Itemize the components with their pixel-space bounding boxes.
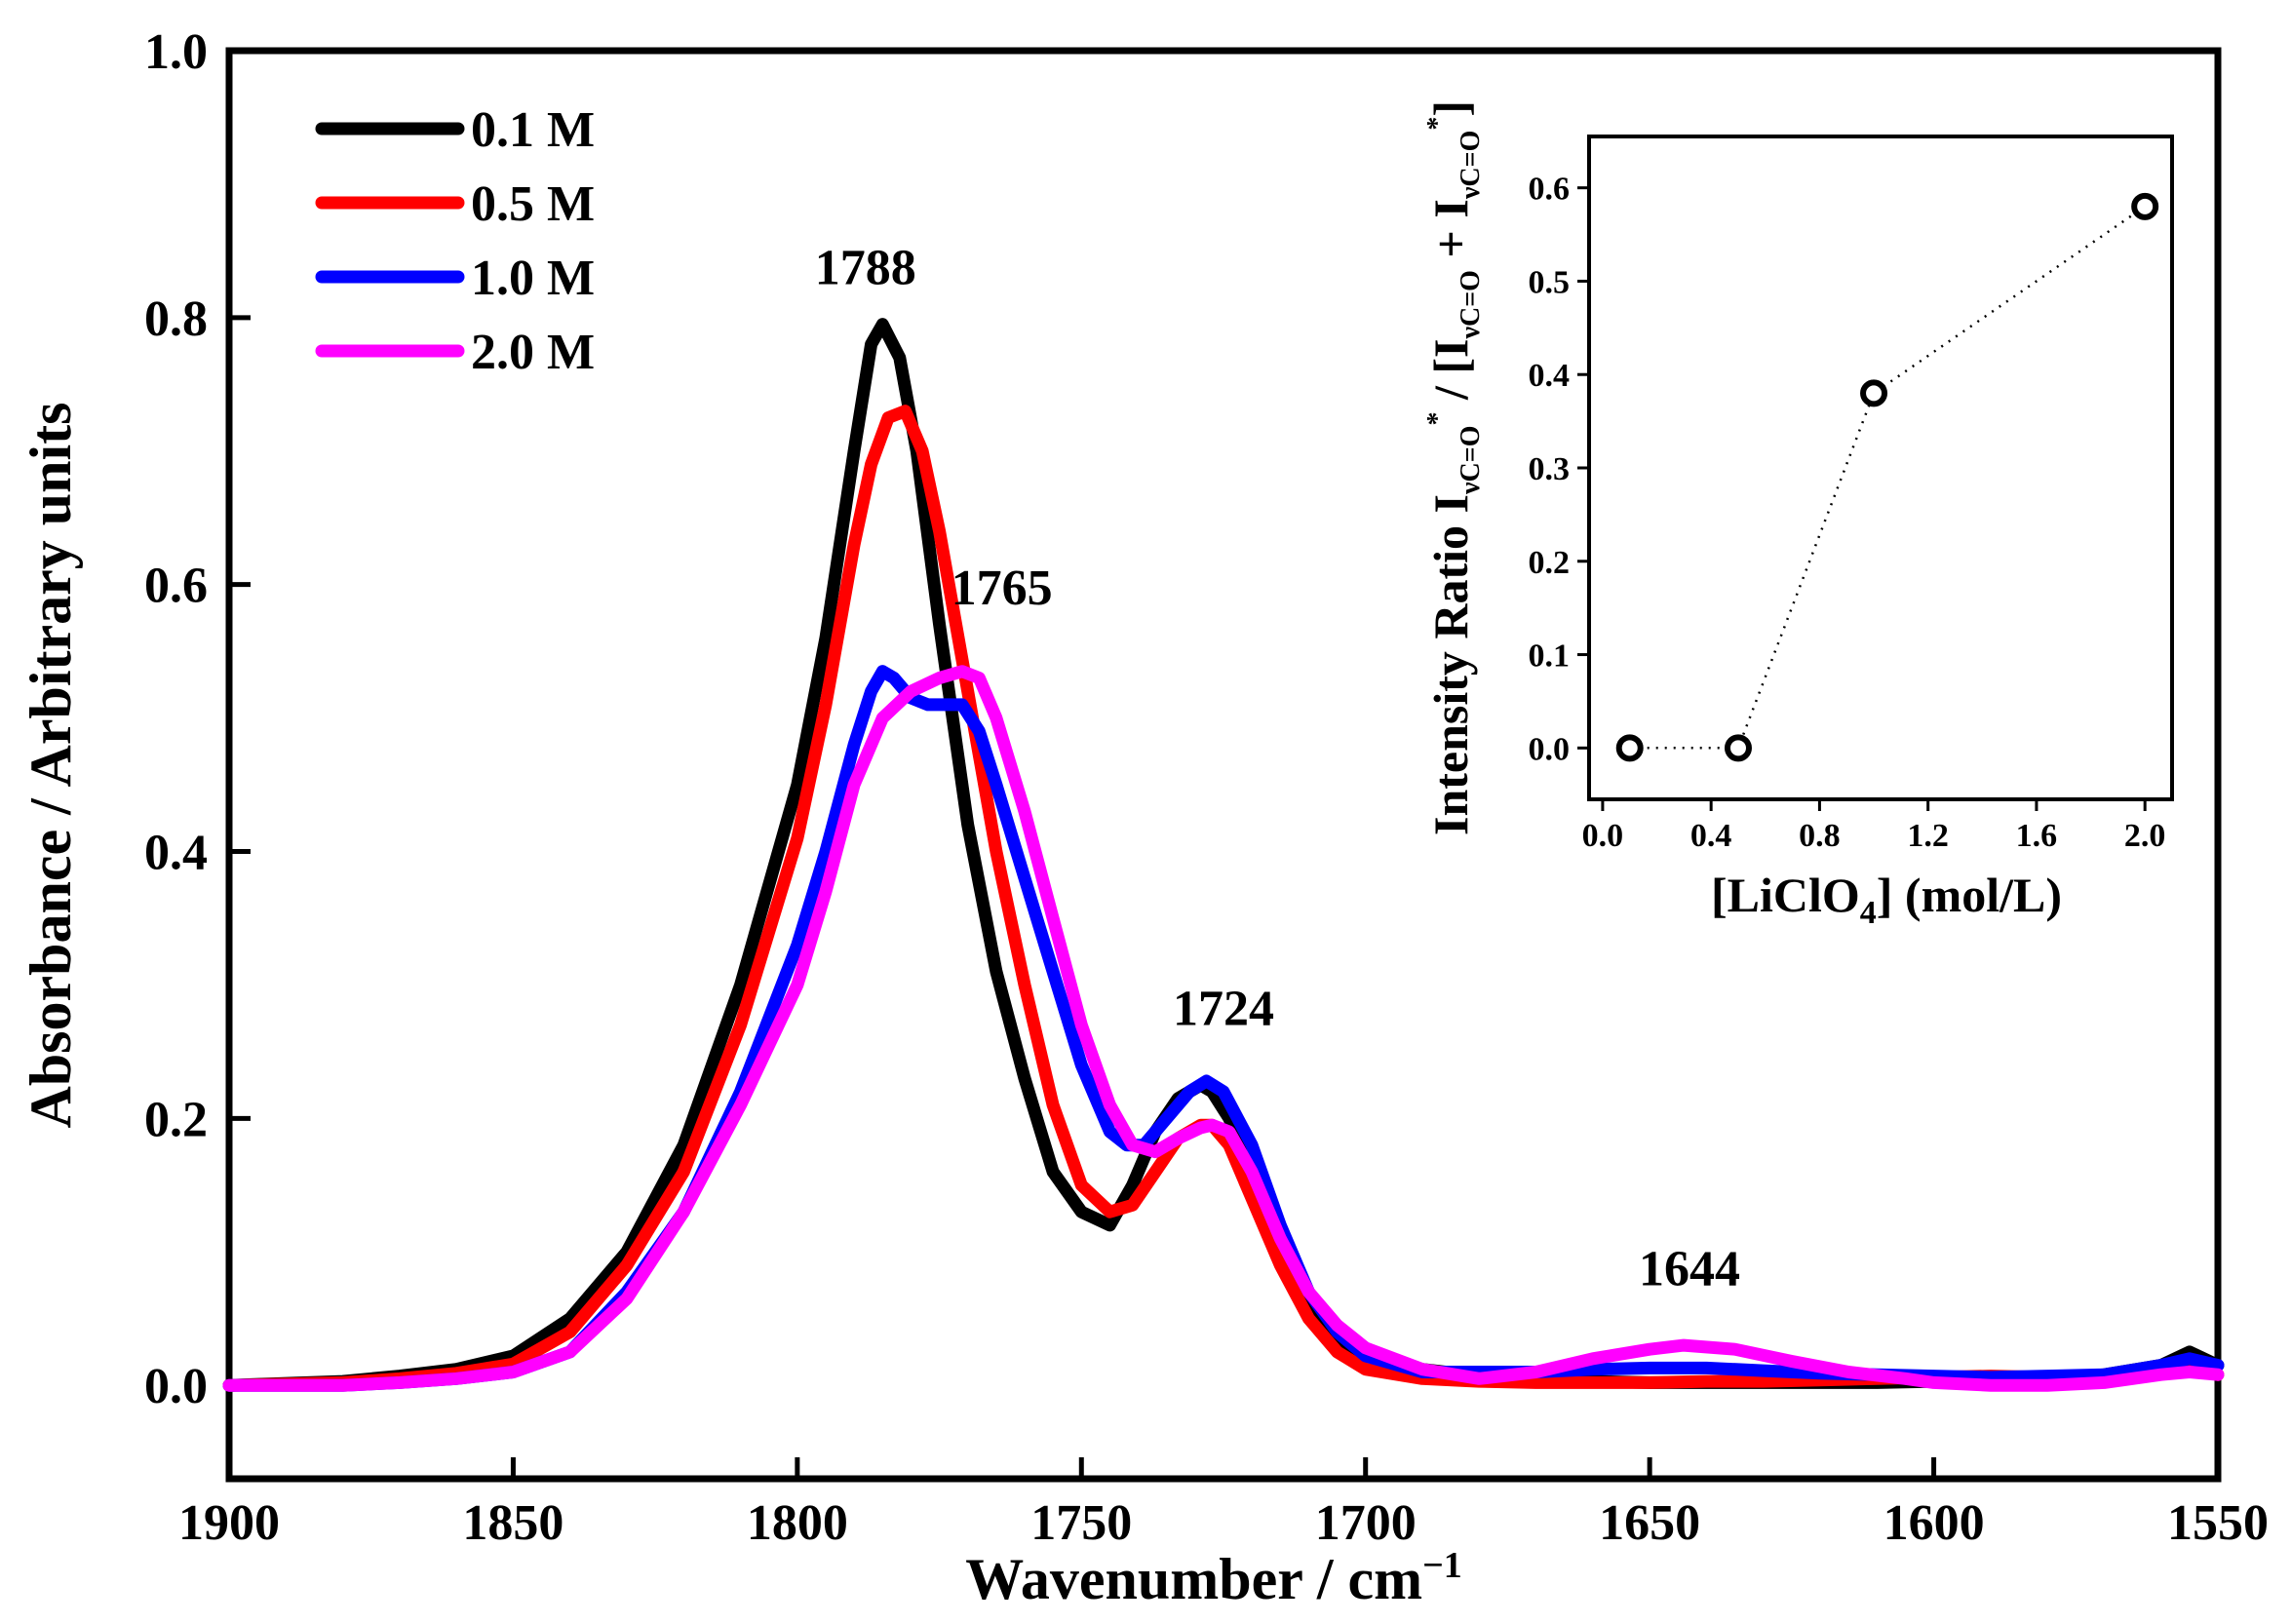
inset-y-tick-label: 0.1	[1529, 638, 1571, 675]
peak-label: 1644	[1639, 1241, 1740, 1296]
x-tick-label: 1900	[178, 1495, 280, 1551]
y-tick-label: 0.8	[144, 291, 208, 347]
peak-label: 1765	[951, 561, 1053, 616]
series-line-0-5-m	[222, 405, 2225, 1392]
x-tick-label: 1750	[1030, 1495, 1132, 1551]
inset-series-group	[1615, 192, 2159, 762]
legend-label: 0.5 M	[471, 176, 595, 232]
inset-y-tick-label: 0.3	[1529, 451, 1571, 487]
inset-y-tick-label: 0.5	[1529, 264, 1571, 300]
y-tick-label: 0.4	[144, 825, 208, 880]
y-tick-label: 0.0	[144, 1359, 208, 1414]
inset-x-tick-label: 0.8	[1799, 818, 1841, 854]
series-line-0-1-m	[222, 318, 2225, 1392]
inset-y-tick-label: 0.2	[1529, 545, 1571, 581]
legend: 0.1 M 0.5 M 1.0 M 2.0 M	[315, 102, 595, 380]
inset-y-title-sub2: νC=O	[1456, 270, 1486, 339]
inset-y-tick-label: 0.4	[1529, 358, 1571, 394]
inset-y-title-rest1: / [I	[1423, 339, 1478, 412]
peak-label: 1788	[815, 241, 916, 296]
y-tick-label: 0.6	[144, 559, 208, 614]
peak-annotations: 1788 1765 1724 1644	[815, 241, 1740, 1297]
x-tick-label: 1550	[2167, 1495, 2269, 1551]
inset-data-point	[1615, 734, 1644, 762]
inset-y-axis-title: Intensity Ratio IνC=O* / [IνC=O + IνC=O*…	[1422, 100, 1486, 835]
inset-x-tick-label: 2.0	[2124, 818, 2166, 854]
inset-y-title-sub1: νC=O	[1456, 426, 1486, 495]
legend-label: 2.0 M	[471, 325, 595, 380]
y-tick-label: 0.2	[144, 1092, 208, 1147]
inset-x-title-subscript: 4	[1860, 895, 1877, 931]
inset-x-tick-label: 1.2	[1907, 818, 1949, 854]
inset-y-title-text: Intensity Ratio I	[1423, 494, 1478, 835]
main-series-group	[222, 318, 2225, 1392]
inset-x-axis-title: [LiClO4] (mol/L)	[1711, 868, 2062, 931]
x-axis-title: Wavenumber / cm−1	[965, 1545, 1462, 1611]
inset-x-tick-label: 0.0	[1582, 818, 1624, 854]
inset-data-point	[1860, 379, 1888, 407]
inset-y-title-sub3: νC=O	[1456, 131, 1486, 200]
legend-label: 1.0 M	[471, 251, 595, 306]
inset-data-point	[2131, 192, 2159, 220]
x-tick-label: 1850	[462, 1495, 563, 1551]
main-plot-frame	[225, 47, 2222, 1483]
inset-connector-line	[1629, 205, 2146, 750]
inset-x-title-text: [LiClO	[1711, 868, 1860, 922]
main-axes: 1900 1850 1800 1750 1700 1650 1600 15500.00.20.…	[144, 24, 2269, 1551]
inset-data-point	[1724, 734, 1752, 762]
y-tick-label: 1.0	[144, 24, 208, 80]
x-axis-title-text: Wavenumber / cm	[965, 1547, 1422, 1611]
x-axis-title-superscript: −1	[1422, 1545, 1462, 1586]
inset-y-title-rest3: ]	[1423, 100, 1478, 117]
x-tick-label: 1700	[1315, 1495, 1417, 1551]
x-tick-label: 1600	[1883, 1495, 1985, 1551]
inset-x-tick-label: 0.4	[1690, 818, 1732, 854]
inset-x-title-rest: ] (mol/L)	[1877, 868, 2062, 922]
peak-label: 1724	[1173, 981, 1274, 1036]
inset-x-tick-label: 1.6	[2016, 818, 2058, 854]
inset-plot-frame	[1587, 135, 2174, 801]
inset-y-title-sup1: *	[1422, 412, 1453, 426]
y-axis-title: Absorbance / Arbitrary units	[19, 402, 83, 1128]
inset-y-title-rest2: + I	[1423, 199, 1478, 270]
x-tick-label: 1800	[747, 1495, 848, 1551]
inset-y-tick-label: 0.0	[1529, 731, 1571, 767]
series-line-2-0-m	[222, 665, 2225, 1392]
x-tick-label: 1650	[1599, 1495, 1700, 1551]
legend-label: 0.1 M	[471, 102, 595, 158]
inset-y-tick-label: 0.6	[1529, 172, 1571, 208]
inset-y-title-sup3: *	[1422, 117, 1453, 131]
inset-axes: 0.0 0.4 0.8 1.2 1.6 2.0 0.0 0.1 0.2 0.3 0.4 0.5 0.6	[1529, 172, 2166, 854]
